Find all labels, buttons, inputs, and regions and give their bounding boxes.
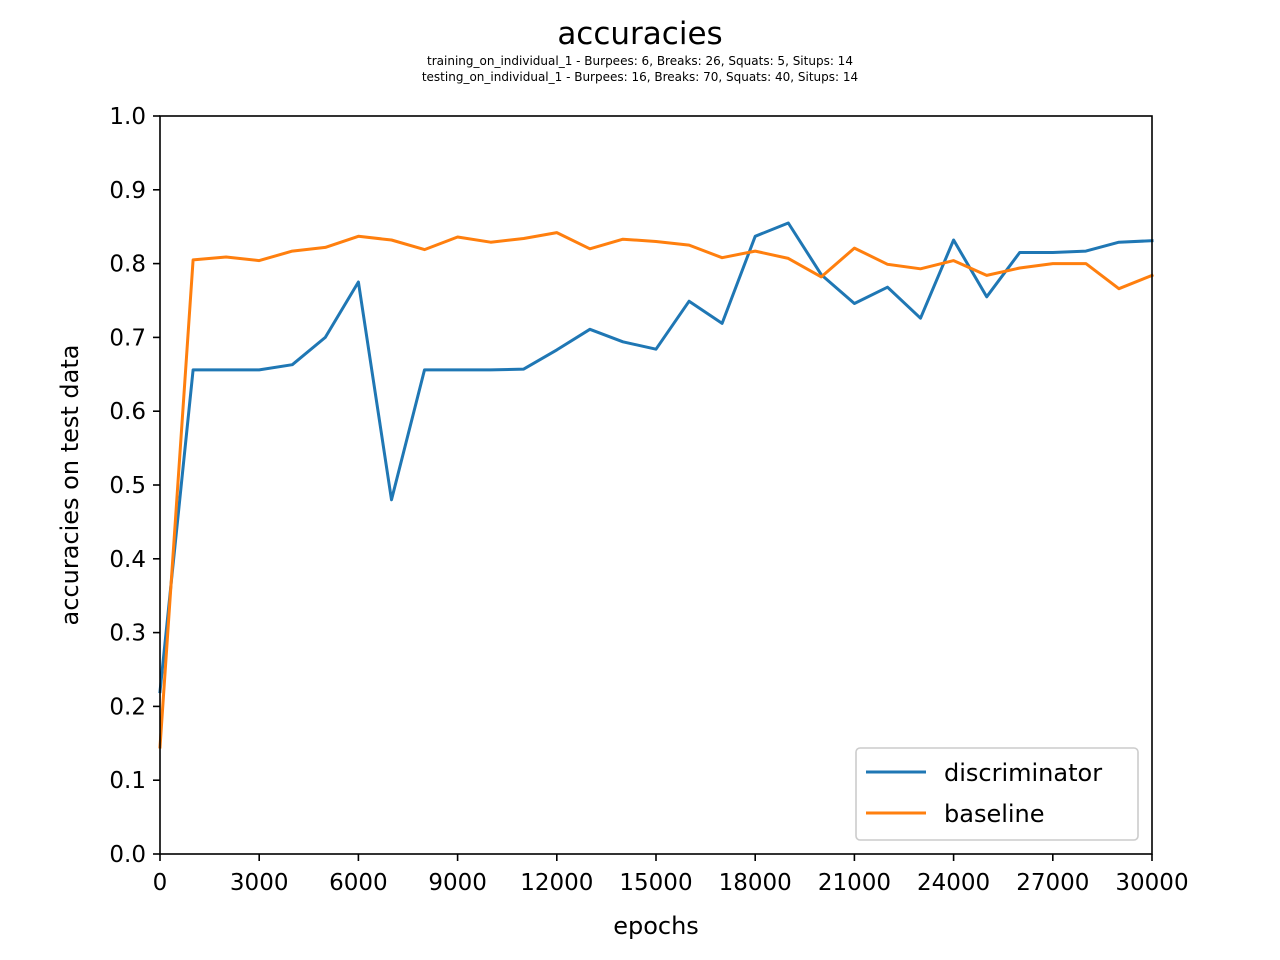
legend-label-discriminator: discriminator <box>944 759 1102 787</box>
chart-subtitle-line-1: training_on_individual_1 - Burpees: 6, B… <box>427 54 853 68</box>
x-tick-label-0: 0 <box>153 870 168 896</box>
y-tick-label-0.2: 0.2 <box>109 694 146 720</box>
x-tick-label-24000: 24000 <box>917 870 990 896</box>
legend-box <box>855 747 1139 841</box>
x-tick-label-27000: 27000 <box>1016 870 1089 896</box>
y-tick-label-0.0: 0.0 <box>109 842 146 868</box>
x-tick-label-9000: 9000 <box>428 870 487 896</box>
y-tick-label-0.4: 0.4 <box>109 547 146 573</box>
chart-title: accuracies <box>557 16 722 52</box>
ticks-layer: 0 3000 6000 9000 12000 15000 18000 21000 24000 27… <box>109 104 1188 896</box>
series-line-discriminator <box>158 221 1154 694</box>
x-tick-label-18000: 18000 <box>719 870 792 896</box>
x-tick-label-21000: 21000 <box>818 870 891 896</box>
y-tick-label-0.3: 0.3 <box>109 621 146 647</box>
y-tick-label-0.9: 0.9 <box>109 178 146 204</box>
chart-subtitle-line-2: testing_on_individual_1 - Burpees: 16, B… <box>422 70 858 84</box>
series-layer <box>158 221 1154 749</box>
legend-label-baseline: baseline <box>944 800 1045 828</box>
y-tick-label-0.5: 0.5 <box>109 473 146 499</box>
x-tick-label-6000: 6000 <box>329 870 388 896</box>
y-axis-label: accuracies on test data <box>56 345 84 626</box>
y-tick-label-0.7: 0.7 <box>109 325 146 351</box>
y-tick-label-0.8: 0.8 <box>109 252 146 278</box>
y-tick-label-0.6: 0.6 <box>109 399 146 425</box>
x-tick-label-30000: 30000 <box>1115 870 1188 896</box>
legend: discriminator baseline <box>855 747 1139 841</box>
x-tick-label-3000: 3000 <box>230 870 289 896</box>
x-tick-label-12000: 12000 <box>520 870 593 896</box>
x-axis-label: epochs <box>613 912 699 940</box>
y-tick-label-0.1: 0.1 <box>109 768 146 794</box>
x-tick-label-15000: 15000 <box>619 870 692 896</box>
plot-area-frame <box>159 115 1153 855</box>
series-line-baseline <box>158 231 1154 749</box>
y-tick-label-1.0: 1.0 <box>109 104 146 130</box>
